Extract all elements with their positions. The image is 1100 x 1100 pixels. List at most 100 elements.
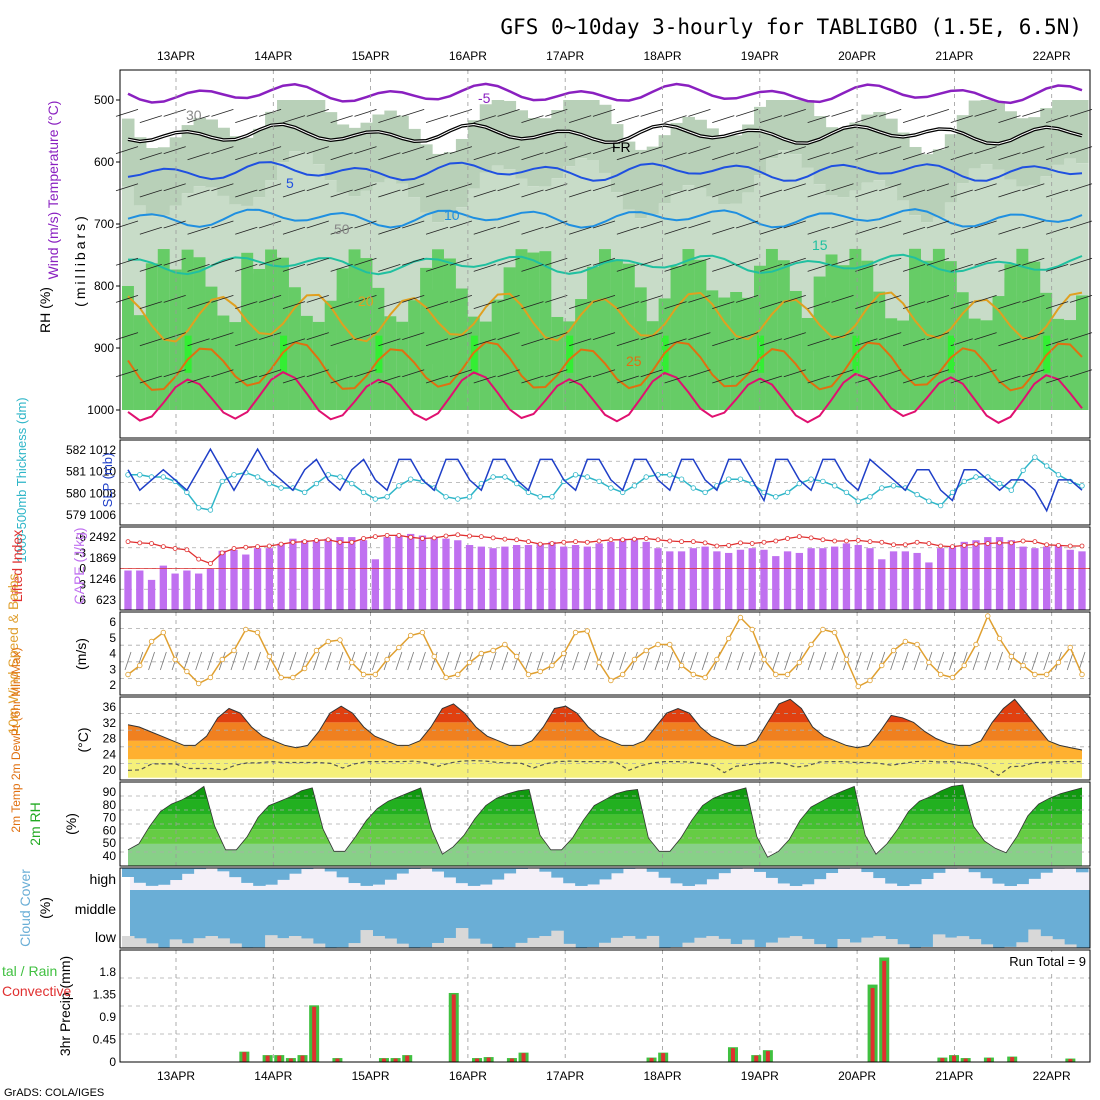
- wind-barb: [545, 109, 568, 117]
- cloud-high-cell: [169, 868, 183, 881]
- axis-tick-label: 3: [109, 662, 116, 676]
- wind-barb-10m: [1078, 651, 1086, 671]
- wind-barb: [258, 295, 282, 303]
- wind-barb: [902, 115, 926, 123]
- isotherm-line: [127, 341, 1083, 392]
- precip-tick-label: 0.45: [93, 1033, 117, 1047]
- cloud-high-cell: [1016, 868, 1029, 885]
- wind-barb: [378, 115, 401, 123]
- date-label-top: 18APR: [643, 49, 681, 63]
- temp2m-unit: (°C): [75, 727, 91, 752]
- wind10m-line-point: [1020, 662, 1026, 669]
- wind10m-line-point: [725, 635, 732, 642]
- precip-convective-bar: [381, 1058, 386, 1062]
- thickness-line-point: [584, 474, 591, 480]
- moist-band: [622, 141, 636, 210]
- precip-convective-bar: [265, 1055, 270, 1062]
- wind-barb: [664, 301, 687, 309]
- moist-band: [396, 115, 409, 184]
- wind-barb: [473, 375, 496, 384]
- wind-barb: [640, 146, 663, 154]
- wet-band: [157, 249, 171, 324]
- wind-barb-10m: [913, 651, 921, 671]
- cloud-low-cell: [455, 928, 469, 948]
- wet-band: [551, 316, 564, 410]
- temp-line: [127, 698, 1083, 751]
- moist-band: [443, 152, 457, 221]
- wind10m-line-point: [266, 653, 273, 660]
- precip-convective-bar: [393, 1058, 398, 1062]
- precip-convective-bar: [509, 1058, 514, 1062]
- lifted-index-point: [643, 536, 649, 541]
- wet-band: [718, 297, 731, 372]
- lifted-index-point: [844, 538, 849, 544]
- moist-band: [122, 118, 135, 187]
- wind10m-line-point: [761, 656, 767, 663]
- wind-barb: [1022, 146, 1045, 154]
- wind-barb: [1022, 369, 1045, 378]
- precip-conv-label: Convective: [2, 983, 71, 999]
- date-label-bottom: 13APR: [157, 1069, 195, 1083]
- wind-barb: [1069, 332, 1093, 340]
- wind10m-line-point: [290, 674, 296, 681]
- axis-tick-label: 40: [103, 849, 117, 863]
- wet-band: [885, 318, 898, 410]
- wind-barb: [998, 189, 1021, 198]
- wind-barb: [855, 375, 878, 384]
- wind-barb: [545, 332, 568, 340]
- wet-band: [122, 286, 135, 410]
- lifted-index-point: [361, 536, 366, 541]
- lifted-index-point: [926, 541, 932, 546]
- wind-barb: [378, 264, 401, 272]
- wind-barb: [974, 295, 997, 303]
- wind-barb: [497, 146, 520, 154]
- precip-convective-bar: [451, 994, 456, 1062]
- wind-barb: [425, 152, 449, 161]
- lifted-index-point: [231, 546, 237, 551]
- wind-barb-10m: [737, 651, 744, 671]
- wind10m-line-point: [902, 638, 909, 645]
- cape-bar: [1007, 540, 1016, 610]
- cloud-low-cell: [634, 938, 648, 948]
- cloud-high-cell: [897, 868, 910, 886]
- thickness-line-point: [973, 474, 979, 480]
- wind-barb: [879, 220, 902, 229]
- wind-barb: [211, 183, 234, 192]
- wind10m-line-point: [690, 671, 697, 678]
- lifted-index-point: [208, 561, 213, 566]
- wet-band: [265, 249, 278, 410]
- moist-band: [1028, 117, 1041, 186]
- thickness-line-point: [278, 485, 284, 491]
- cloud-high-cell: [777, 868, 791, 884]
- contour-label: 15: [812, 237, 828, 253]
- moist-band: [682, 116, 695, 186]
- date-label-top: 14APR: [254, 49, 292, 63]
- precip-convective-bar: [730, 1048, 735, 1062]
- wind-barb: [664, 375, 687, 384]
- lifted-index-point: [537, 541, 543, 547]
- wind-barb: [879, 295, 902, 303]
- cloud-high-cell: [682, 868, 695, 886]
- wind-barb: [688, 146, 711, 154]
- wind10m-line-point: [737, 614, 744, 621]
- cloud-high-cell: [288, 868, 302, 874]
- wind-barb: [664, 226, 687, 235]
- lifted-index-point: [761, 539, 767, 545]
- wind-barb: [1069, 295, 1093, 303]
- cape-bar: [300, 540, 309, 610]
- wind-barb: [735, 295, 759, 303]
- thickness-line-point: [596, 478, 602, 485]
- wind-barb: [402, 220, 425, 229]
- wind10m-line-point: [148, 638, 155, 645]
- wind-barb: [306, 332, 329, 340]
- thickness-line-point: [808, 476, 814, 482]
- cloud-low-cell: [181, 943, 195, 948]
- wind-barb: [1046, 226, 1069, 235]
- cloud-low-cell: [205, 936, 218, 948]
- cloud-low-cell: [777, 937, 791, 948]
- wind-barb: [282, 189, 306, 198]
- wet-band: [646, 321, 660, 410]
- precip-convective-bar: [475, 1058, 480, 1062]
- precip-convective-bar: [882, 960, 887, 1062]
- wind-barb: [425, 189, 449, 198]
